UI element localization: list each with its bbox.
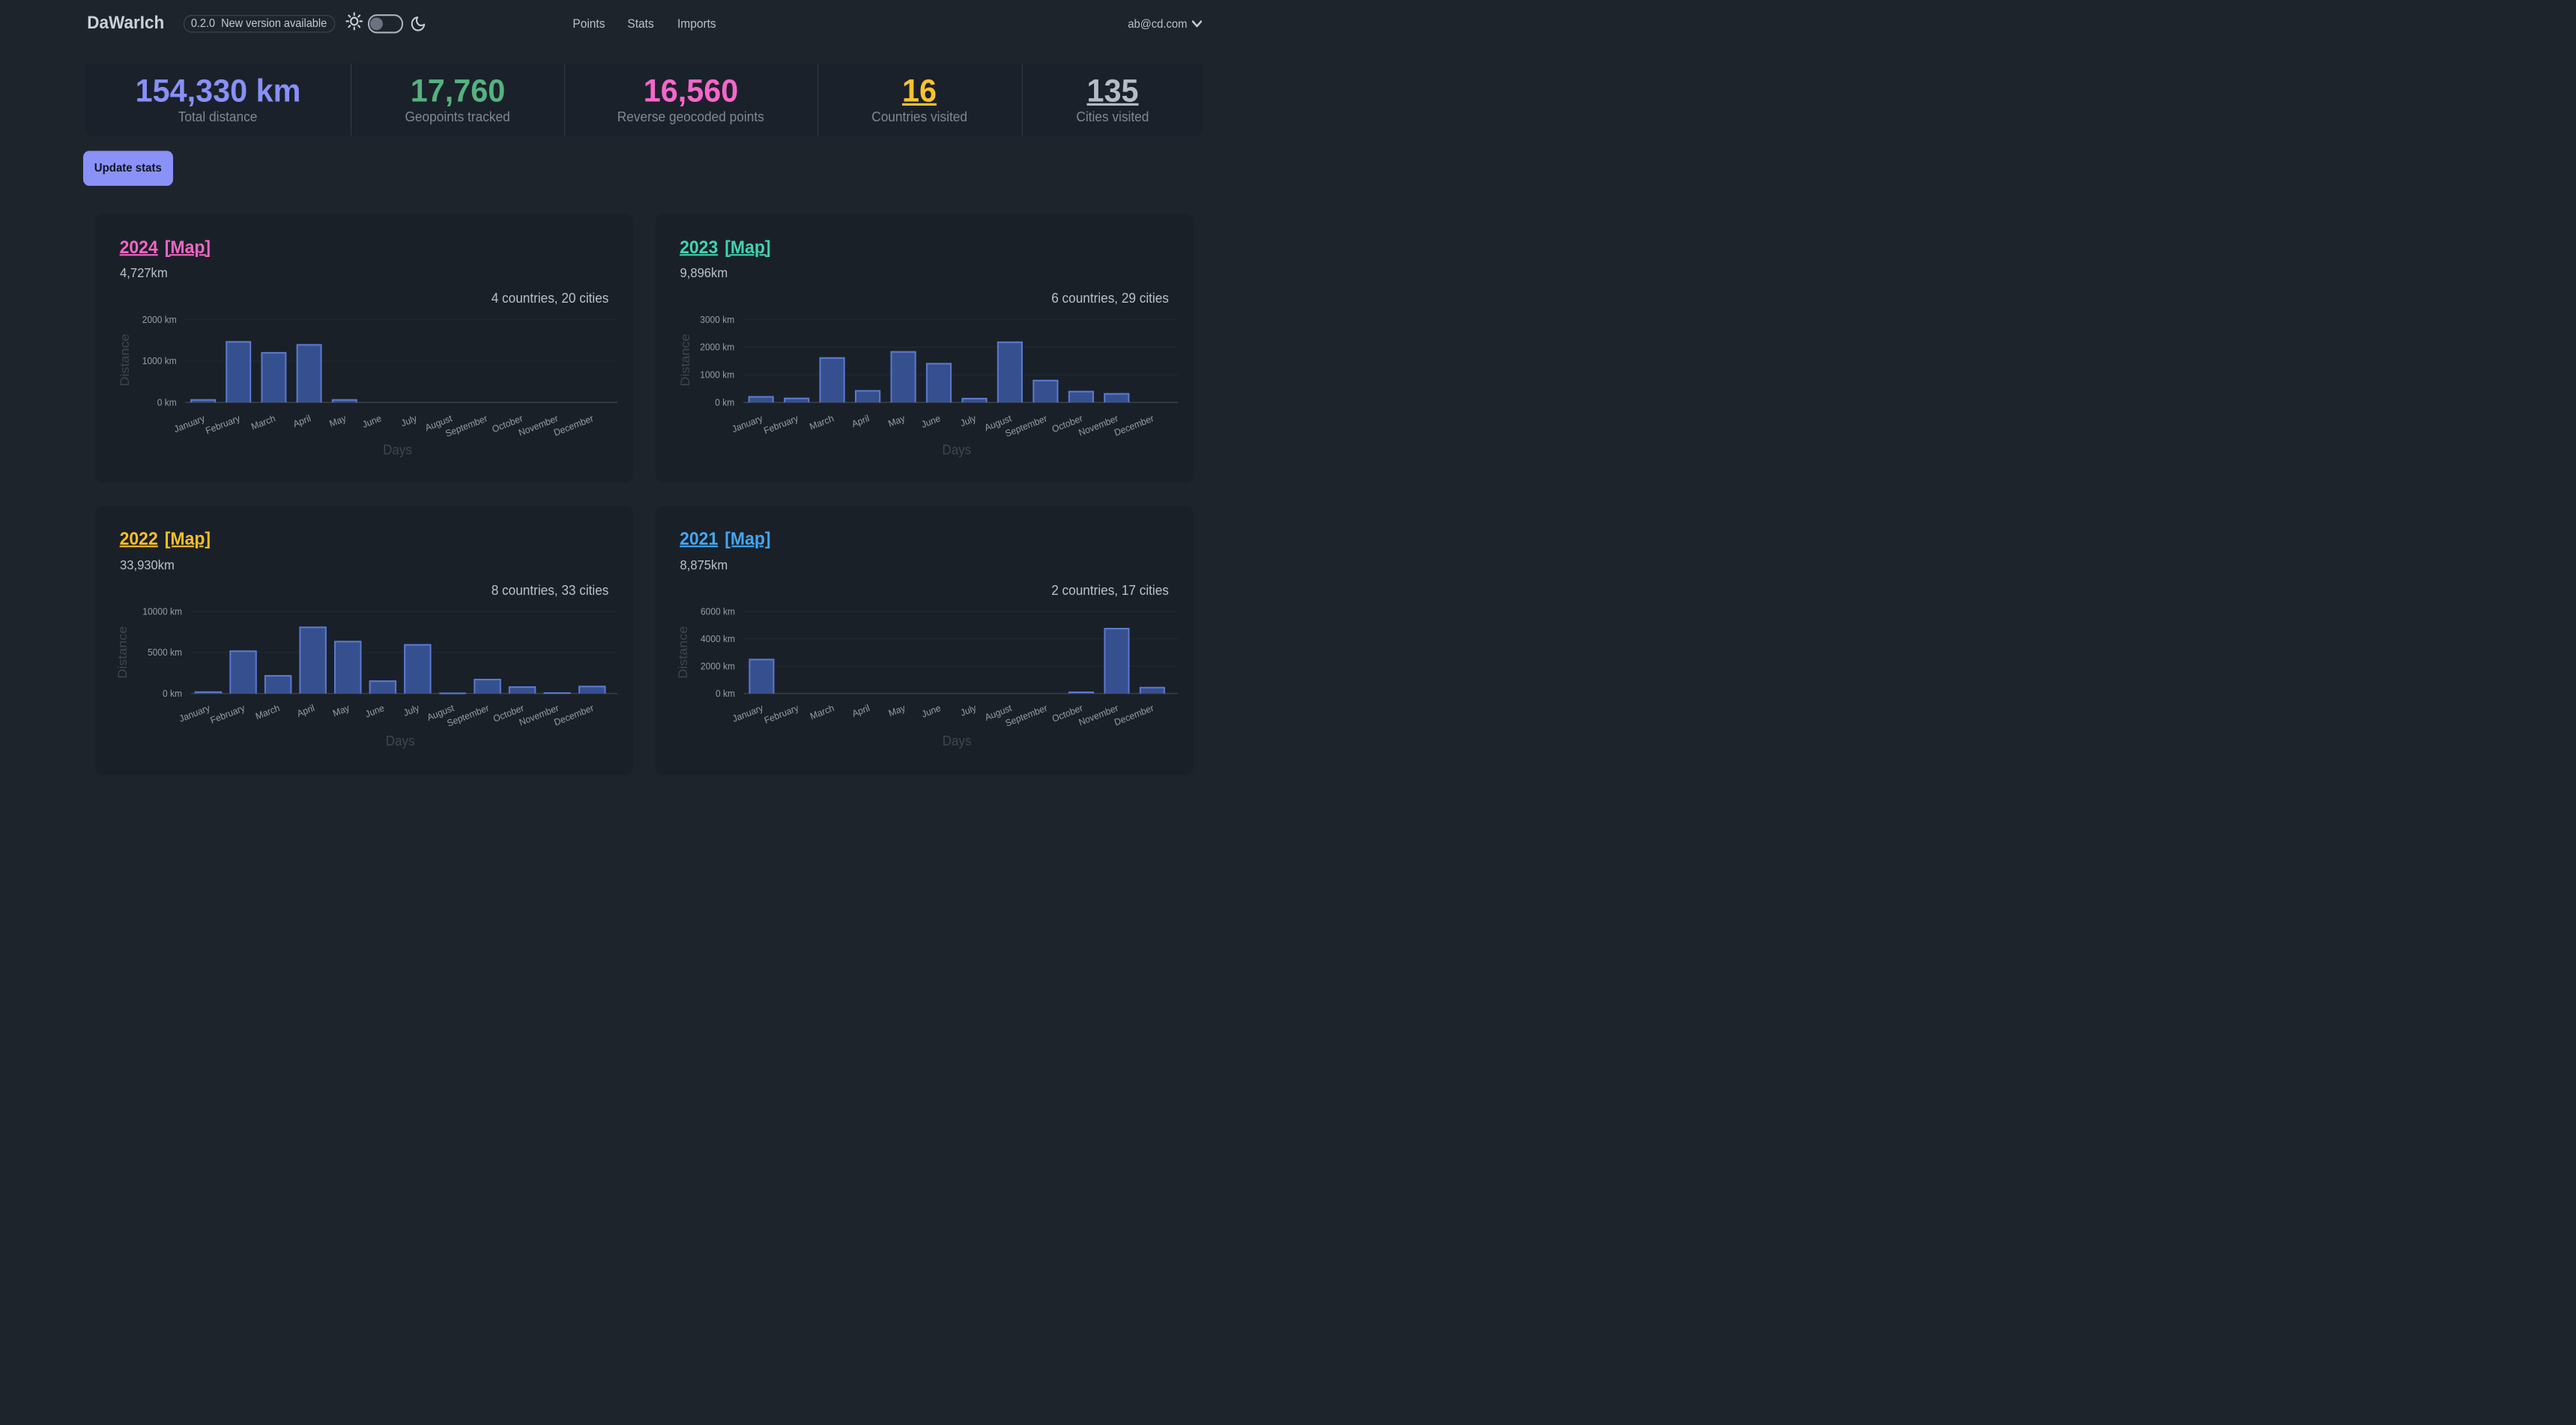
svg-text:November: November (518, 702, 560, 727)
svg-text:June: June (919, 413, 941, 430)
svg-text:Distance: Distance (117, 334, 131, 387)
svg-text:Distance: Distance (677, 334, 692, 387)
svg-text:May: May (331, 702, 351, 718)
svg-text:Days: Days (942, 443, 971, 459)
svg-text:2000 km: 2000 km (700, 342, 734, 353)
svg-text:2000 km: 2000 km (700, 661, 734, 671)
svg-text:February: February (763, 702, 800, 726)
svg-text:December: December (552, 413, 595, 438)
svg-text:May: May (328, 413, 348, 429)
svg-text:May: May (887, 702, 907, 718)
svg-text:May: May (886, 413, 907, 429)
svg-text:February: February (204, 413, 241, 437)
svg-text:November: November (1077, 702, 1119, 727)
svg-text:2000 km: 2000 km (142, 315, 177, 325)
svg-text:June: June (361, 413, 383, 430)
svg-text:April: April (850, 702, 871, 718)
svg-text:Distance: Distance (115, 626, 129, 678)
svg-text:June: June (920, 702, 942, 719)
svg-text:July: July (402, 702, 421, 718)
svg-text:4000 km: 4000 km (700, 633, 734, 644)
svg-text:March: March (808, 702, 835, 721)
svg-text:April: April (295, 702, 315, 718)
svg-text:6000 km: 6000 km (700, 606, 734, 617)
svg-text:July: July (399, 413, 418, 429)
svg-text:April: April (291, 413, 312, 429)
svg-text:January: January (731, 702, 764, 724)
svg-text:0 km: 0 km (157, 397, 177, 408)
svg-text:July: July (958, 413, 977, 429)
svg-text:10000 km: 10000 km (142, 606, 182, 617)
svg-text:November: November (1077, 413, 1119, 438)
svg-text:March: March (250, 413, 276, 432)
svg-text:January: January (178, 702, 211, 724)
svg-text:0 km: 0 km (163, 688, 182, 698)
svg-text:June: June (364, 702, 386, 719)
svg-text:January: January (730, 413, 764, 435)
svg-text:February: February (209, 702, 247, 726)
svg-text:Distance: Distance (675, 626, 689, 678)
svg-text:December: December (553, 702, 596, 727)
svg-text:Days: Days (383, 443, 412, 459)
svg-text:3000 km: 3000 km (700, 315, 734, 325)
svg-text:February: February (762, 413, 799, 437)
svg-text:Days: Days (386, 733, 415, 749)
svg-text:1000 km: 1000 km (142, 356, 177, 366)
svg-text:July: July (959, 702, 978, 718)
svg-text:0 km: 0 km (715, 397, 734, 408)
svg-text:5000 km: 5000 km (148, 647, 182, 658)
svg-text:November: November (517, 413, 560, 438)
svg-text:January: January (172, 413, 206, 435)
svg-text:December: December (1113, 413, 1155, 438)
svg-text:Days: Days (942, 733, 971, 749)
svg-text:March: March (808, 413, 835, 432)
svg-text:December: December (1113, 702, 1155, 727)
svg-text:1000 km: 1000 km (700, 370, 734, 381)
svg-text:0 km: 0 km (715, 688, 734, 698)
svg-text:March: March (254, 702, 281, 721)
svg-text:April: April (850, 413, 870, 429)
